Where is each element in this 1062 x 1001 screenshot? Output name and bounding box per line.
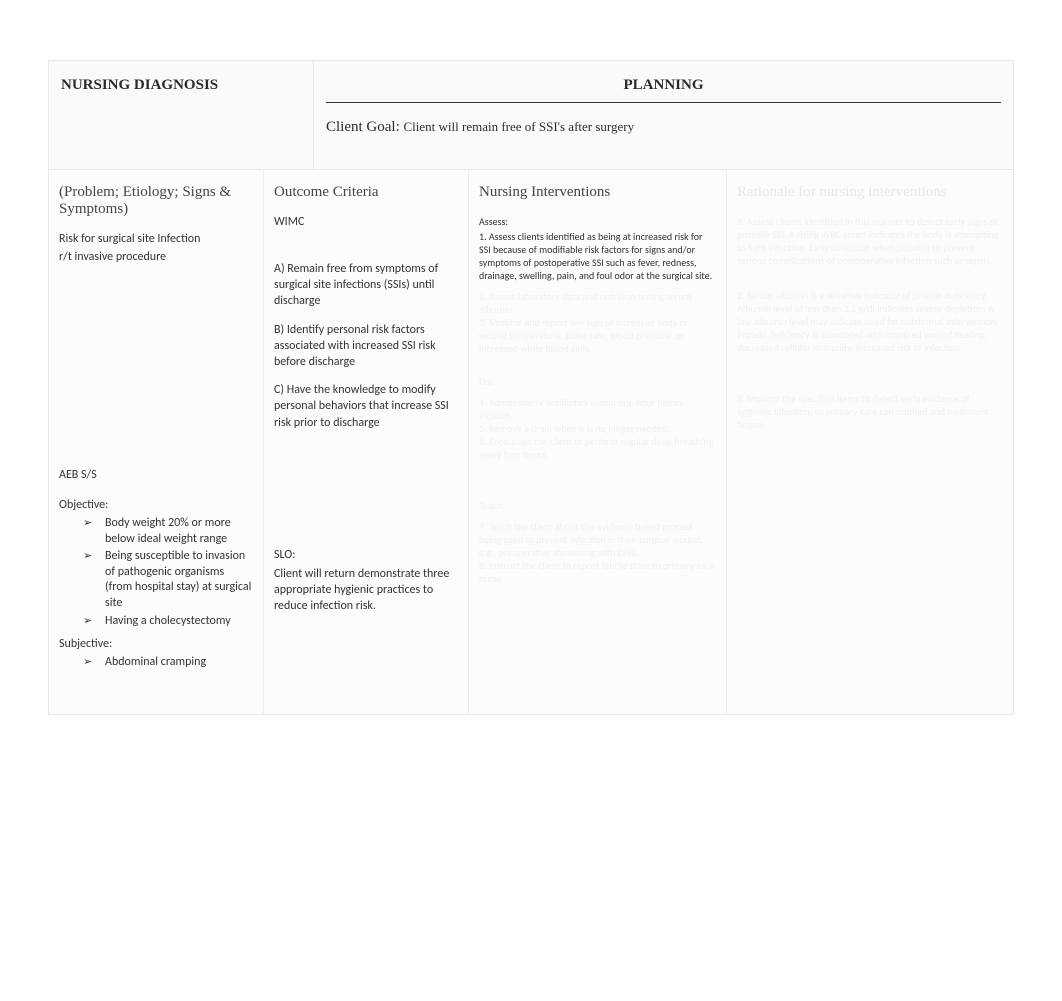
criteria-c: C) Have the knowledge to modify personal… (274, 382, 458, 431)
client-goal-text: Client will remain free of SSI's after s… (404, 119, 635, 134)
aeb-label: AEB S/S (59, 468, 253, 482)
criteria-b: B) Identify personal risk factors associ… (274, 322, 458, 371)
col-outcome: Outcome Criteria WIMC A) Remain free fro… (264, 170, 469, 714)
criteria-a: A) Remain free from symptoms of surgical… (274, 261, 458, 310)
planning-title: PLANNING (326, 77, 1001, 94)
rationale-3: 3. Monitor the specified items to detect… (737, 392, 1003, 431)
client-goal-row: Client Goal: Client will remain free of … (326, 117, 1001, 136)
slo-text: Client will return demonstrate three app… (274, 566, 458, 615)
col4-title: Rationale for nursing interventions (737, 184, 1003, 201)
body-row: (Problem; Etiology; Signs & Symptoms) Ri… (48, 170, 1014, 715)
do-label: Do: (479, 375, 716, 388)
subjective-list: Abdominal cramping (59, 655, 253, 671)
nursing-diagnosis-title: NURSING DIAGNOSIS (61, 77, 301, 94)
subjective-label: Subjective: (59, 637, 253, 651)
col2-title: Outcome Criteria (274, 184, 458, 201)
rt-line: r/t invasive procedure (59, 250, 253, 264)
risk-line: Risk for surgical site Infection (59, 232, 253, 246)
assess-1: 1. Assess clients identified as being at… (479, 230, 716, 282)
rationale-1: 1. Assess clients identified in this man… (737, 215, 1003, 267)
teach-label: Teach: (479, 499, 716, 512)
list-item: Being susceptible to invasion of pathoge… (83, 549, 253, 611)
col-rationale: Rationale for nursing interventions 1. A… (727, 170, 1013, 714)
header-right-cell: PLANNING Client Goal: Client will remain… (314, 61, 1013, 169)
col1-title: (Problem; Etiology; Signs & Symptoms) (59, 184, 253, 218)
assess-label: Assess: (479, 215, 716, 228)
list-item: Body weight 20% or more below ideal weig… (83, 516, 253, 547)
list-item: Having a cholecystectomy (83, 614, 253, 630)
care-plan-container: NURSING DIAGNOSIS PLANNING Client Goal: … (48, 60, 1014, 715)
slo-label: SLO: (274, 548, 458, 562)
col-problem: (Problem; Etiology; Signs & Symptoms) Ri… (49, 170, 264, 714)
faded-block-2: 4. Administer IV antibiotics within one … (479, 396, 716, 461)
col-interventions: Nursing Interventions Assess: 1. Assess … (469, 170, 727, 714)
objective-list: Body weight 20% or more below ideal weig… (59, 516, 253, 629)
objective-label: Objective: (59, 498, 253, 512)
col3-title: Nursing Interventions (479, 184, 716, 201)
header-row: NURSING DIAGNOSIS PLANNING Client Goal: … (48, 60, 1014, 170)
wimc-label: WIMC (274, 215, 458, 229)
client-goal-label: Client Goal: (326, 119, 404, 135)
planning-divider (326, 102, 1001, 103)
faded-block-1: 2. Assess laboratory data and nutrition … (479, 290, 716, 355)
list-item: Abdominal cramping (83, 655, 253, 671)
faded-block-3: 7. Teach the client about the evidence b… (479, 520, 716, 585)
header-left-cell: NURSING DIAGNOSIS (49, 61, 314, 169)
rationale-2: 2. Serum albumin is a sensitive indicato… (737, 289, 1003, 354)
